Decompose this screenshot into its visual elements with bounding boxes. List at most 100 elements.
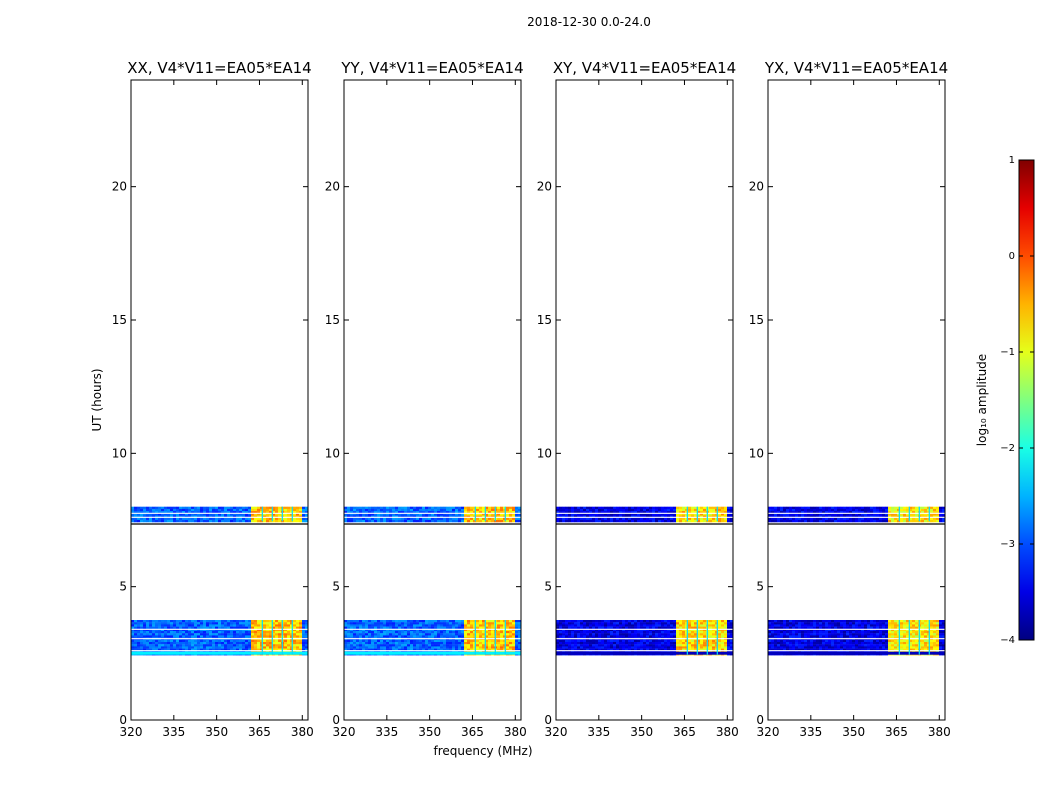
heat-cell — [284, 513, 288, 516]
heat-cell — [257, 620, 261, 623]
heat-cell — [383, 517, 387, 521]
heat-cell — [404, 631, 408, 634]
heat-cell — [389, 635, 393, 638]
heat-cell — [786, 633, 790, 636]
heat-cell — [344, 644, 348, 647]
heat-cell — [616, 628, 620, 632]
heat-cell — [290, 515, 294, 518]
heat-cell — [831, 631, 835, 634]
heat-cell — [374, 620, 378, 623]
heat-cell — [933, 633, 937, 636]
heat-cell — [574, 646, 578, 649]
heat-cell — [512, 646, 516, 649]
heat-cell — [248, 635, 252, 638]
heat-cell — [906, 622, 910, 625]
heat-cell — [224, 506, 228, 510]
heat-cell — [218, 511, 222, 514]
heat-cell — [479, 622, 483, 625]
heat-cell — [212, 620, 216, 623]
heat-cell — [437, 515, 441, 518]
heat-cell — [179, 519, 183, 523]
heat-cell — [556, 626, 560, 629]
heat-cell — [377, 511, 381, 514]
heat-cell — [416, 642, 420, 645]
heat-cell — [176, 626, 180, 629]
heat-cell — [386, 648, 390, 651]
heat-cell — [595, 517, 599, 521]
heat-cell — [173, 635, 177, 638]
heat-cell — [586, 646, 590, 649]
heat-cell — [927, 628, 931, 632]
heat-cell — [464, 511, 468, 514]
heat-cell — [434, 642, 438, 645]
heat-cell — [362, 519, 366, 523]
x-tick-label: 335 — [375, 725, 398, 739]
heat-cell — [580, 642, 584, 645]
heat-cell — [479, 511, 483, 514]
heat-cell — [404, 506, 408, 510]
heat-cell — [209, 648, 213, 651]
heat-cell — [377, 517, 381, 521]
heat-cell — [431, 511, 435, 514]
heat-cell — [559, 519, 563, 523]
heat-cell — [398, 626, 402, 629]
heat-cell — [625, 622, 629, 625]
heat-cell — [155, 622, 159, 625]
heat-cell — [721, 644, 725, 647]
heat-cell — [245, 519, 249, 523]
heat-cell — [242, 513, 246, 516]
heat-cell — [185, 519, 189, 523]
heat-cell — [885, 631, 889, 634]
heat-cell — [218, 648, 222, 651]
heat-cell — [697, 517, 701, 521]
heat-cell — [233, 620, 237, 623]
heat-cell — [401, 622, 405, 625]
heat-cell — [377, 646, 381, 649]
heat-cell — [443, 506, 447, 510]
heat-cell — [386, 519, 390, 523]
heat-cell — [628, 646, 632, 649]
heat-cell — [658, 648, 662, 651]
heat-cell — [164, 644, 168, 647]
heat-cell — [691, 642, 695, 645]
heat-cell — [497, 633, 501, 636]
heat-cell — [807, 639, 811, 643]
heat-cell — [467, 515, 471, 518]
heat-cell — [422, 511, 426, 514]
heat-cell — [786, 628, 790, 632]
heat-cell — [233, 626, 237, 629]
heat-cell — [137, 631, 141, 634]
heat-cell — [936, 628, 940, 632]
heat-cell — [227, 628, 231, 632]
heat-cell — [239, 620, 243, 623]
heat-cell — [215, 620, 219, 623]
heat-cell — [801, 626, 805, 629]
heat-cell — [580, 631, 584, 634]
heat-cell — [449, 622, 453, 625]
heat-cell — [221, 622, 225, 625]
heat-cell — [661, 626, 665, 629]
heat-cell — [488, 626, 492, 629]
heat-cell — [616, 622, 620, 625]
heat-cell — [801, 646, 805, 649]
heat-cell — [697, 515, 701, 518]
heat-cell — [512, 515, 516, 518]
heat-cell — [583, 639, 587, 643]
heat-cell — [362, 624, 366, 627]
heat-cell — [473, 519, 477, 523]
heat-cell — [628, 622, 632, 625]
heat-cell — [287, 646, 291, 649]
heat-cell — [894, 626, 898, 629]
heat-cell — [679, 646, 683, 649]
heat-cell — [503, 515, 507, 518]
heat-cell — [365, 644, 369, 647]
heat-cell — [278, 628, 282, 632]
heat-cell — [362, 644, 366, 647]
heat-cell — [828, 626, 832, 629]
heat-cell — [212, 506, 216, 510]
heat-cell — [915, 620, 919, 623]
heat-cell — [173, 648, 177, 651]
heat-cell — [730, 515, 734, 518]
heat-cell — [497, 644, 501, 647]
heat-cell — [194, 639, 198, 643]
